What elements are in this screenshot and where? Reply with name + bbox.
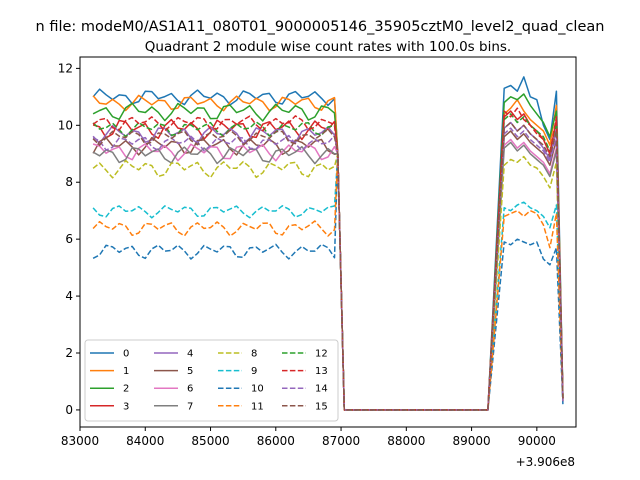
legend-label: 5	[187, 366, 193, 377]
legend-label: 14	[315, 384, 328, 395]
series-line-7	[92, 141, 564, 411]
legend-label: 1	[123, 366, 129, 377]
series-line-1	[92, 94, 564, 411]
legend-label: 13	[315, 366, 328, 377]
series-layer	[92, 76, 564, 411]
legend-label: 10	[251, 384, 264, 395]
series-line-6	[92, 138, 564, 411]
series-line-2	[92, 93, 564, 411]
y-axis: 0 2 4 6 8 10 12	[58, 61, 80, 417]
legend-label: 9	[251, 366, 257, 377]
series-line-12	[92, 113, 564, 411]
legend-label: 2	[123, 384, 129, 395]
legend-label: 0	[123, 349, 129, 360]
legend-label: 3	[123, 401, 129, 412]
y-tick-label: 4	[65, 289, 73, 303]
series-line-10	[92, 153, 564, 411]
chart-title: Quadrant 2 module wise count rates with …	[145, 39, 511, 55]
x-tick-label: 90000	[518, 434, 556, 448]
y-tick-label: 0	[65, 403, 73, 417]
y-tick-label: 6	[65, 232, 73, 246]
x-tick-label: 87000	[322, 434, 360, 448]
legend-label: 11	[251, 401, 264, 412]
x-tick-label: 85000	[191, 434, 229, 448]
figure-suptitle: n file: modeM0/AS1A11_080T01_9000005146_…	[36, 19, 605, 35]
series-line-9	[92, 153, 564, 411]
plot-frame	[79, 56, 577, 428]
series-line-11	[92, 153, 564, 411]
x-tick-label: 88000	[387, 434, 425, 448]
y-tick-label: 8	[65, 175, 73, 189]
legend-label: 12	[315, 349, 328, 360]
series-line-8	[92, 153, 564, 411]
y-tick-label: 2	[65, 346, 73, 360]
x-tick-label: 83000	[61, 434, 99, 448]
series-line-0	[92, 76, 564, 411]
series-line-15	[92, 121, 564, 411]
legend-label: 15	[315, 401, 328, 412]
legend-label: 7	[187, 401, 193, 412]
y-tick-label: 12	[58, 61, 73, 75]
x-tick-label: 89000	[452, 434, 490, 448]
legend-label: 6	[187, 384, 193, 395]
legend-box	[84, 339, 339, 422]
x-offset-label: +3.906e8	[516, 455, 575, 469]
y-tick-label: 10	[58, 118, 73, 132]
series-line-13	[92, 107, 564, 411]
series-line-14	[92, 127, 564, 411]
legend-label: 4	[187, 349, 193, 360]
x-tick-label: 86000	[257, 434, 295, 448]
x-axis: 83000 84000 85000 86000 87000 88000 89000 90000	[61, 427, 556, 448]
plot-area	[79, 56, 577, 428]
legend-label: 8	[251, 349, 257, 360]
x-tick-label: 84000	[126, 434, 164, 448]
